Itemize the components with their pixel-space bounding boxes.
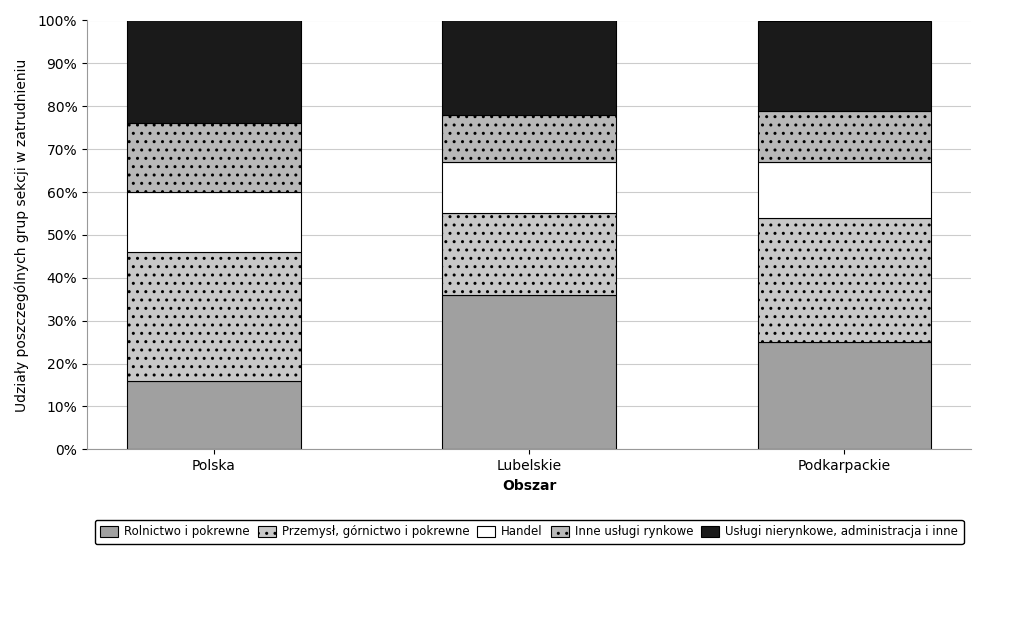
Bar: [127, 380, 301, 449]
Bar: [127, 124, 301, 192]
Y-axis label: Udziały poszczególnych grup sekcji w zatrudnieniu: Udziały poszczególnych grup sekcji w zat…: [15, 58, 30, 411]
Bar: [758, 110, 931, 162]
Legend: Rolnictwo i pokrewne, Przemysł, górnictwo i pokrewne, Handel, Inne usługi rynkow: Rolnictwo i pokrewne, Przemysł, górnictw…: [94, 519, 964, 545]
Bar: [127, 192, 301, 252]
Bar: [442, 20, 615, 115]
Bar: [442, 115, 615, 162]
Bar: [758, 342, 931, 449]
Bar: [758, 218, 931, 342]
X-axis label: Obszar: Obszar: [502, 478, 556, 493]
Bar: [442, 213, 615, 295]
Bar: [127, 20, 301, 124]
Bar: [442, 295, 615, 449]
Bar: [127, 252, 301, 380]
Bar: [758, 162, 931, 218]
Bar: [442, 162, 615, 213]
Bar: [758, 20, 931, 110]
